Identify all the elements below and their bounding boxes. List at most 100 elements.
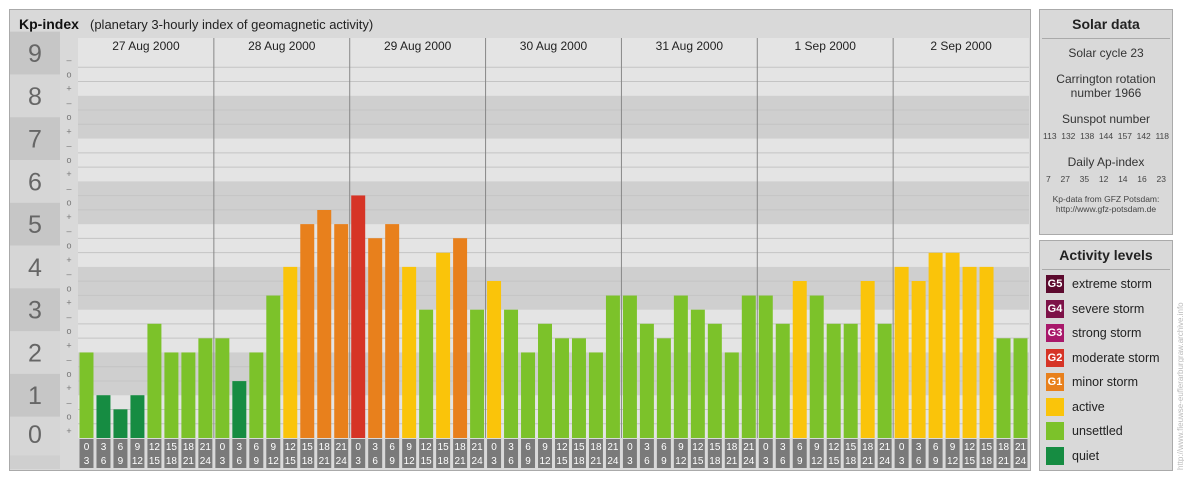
kp-bar bbox=[571, 338, 586, 438]
day-header bbox=[78, 38, 1029, 53]
legend-label: minor storm bbox=[1072, 375, 1138, 389]
y-sub-tick: + bbox=[66, 426, 71, 436]
legend-label: extreme storm bbox=[1072, 277, 1152, 291]
day-label: 2 Sep 2000 bbox=[930, 39, 992, 53]
hour-end-label: 15 bbox=[556, 456, 568, 467]
y-tick-label: 9 bbox=[28, 40, 42, 68]
hour-end-label: 21 bbox=[183, 456, 195, 467]
activity-levels-panel: Activity levels G5 extreme storm G4 severe … bbox=[1039, 240, 1173, 471]
hour-start-label: 15 bbox=[166, 442, 178, 453]
kp-bar bbox=[724, 352, 739, 438]
hour-start-label: 12 bbox=[828, 442, 840, 453]
hour-start-label: 9 bbox=[542, 442, 548, 453]
hour-end-label: 24 bbox=[336, 456, 348, 467]
y-sub-tick: + bbox=[66, 169, 71, 179]
hour-cell bbox=[232, 439, 247, 468]
hour-end-label: 3 bbox=[491, 456, 497, 467]
hour-end-label: 21 bbox=[862, 456, 874, 467]
kp-bar bbox=[487, 281, 502, 438]
hour-end-label: 3 bbox=[355, 456, 361, 467]
hour-start-label: 3 bbox=[237, 442, 243, 453]
hour-cell bbox=[130, 439, 145, 468]
hour-start-label: 12 bbox=[285, 442, 297, 453]
hour-start-label: 6 bbox=[254, 442, 260, 453]
y-sub-tick: + bbox=[66, 340, 71, 350]
kp-bar bbox=[164, 352, 179, 438]
y-tick-label: 8 bbox=[28, 83, 42, 111]
hour-start-label: 6 bbox=[797, 442, 803, 453]
kp-bar bbox=[317, 209, 332, 438]
hour-end-label: 3 bbox=[899, 456, 905, 467]
y-tick-label: 3 bbox=[28, 297, 42, 325]
hour-end-label: 12 bbox=[539, 456, 551, 467]
legend-swatch: G4 bbox=[1046, 299, 1064, 318]
hour-end-label: 12 bbox=[675, 456, 687, 467]
hour-end-label: 15 bbox=[692, 456, 704, 467]
kp-bar bbox=[707, 323, 722, 438]
hour-cell bbox=[538, 439, 552, 468]
hour-end-label: 24 bbox=[200, 456, 212, 467]
hour-end-label: 12 bbox=[811, 456, 823, 467]
y-sub-tick: – bbox=[66, 141, 71, 151]
hour-cell bbox=[571, 439, 586, 468]
ap-value: 16 bbox=[1137, 174, 1147, 184]
hour-cell bbox=[470, 439, 485, 468]
hour-start-label: 18 bbox=[590, 442, 602, 453]
hour-start-label: 18 bbox=[455, 442, 467, 453]
legend-label: unsettled bbox=[1072, 424, 1123, 438]
kp-bar bbox=[385, 224, 400, 438]
y-tick-band bbox=[10, 159, 60, 203]
hour-cell bbox=[673, 439, 688, 468]
hour-end-label: 9 bbox=[118, 456, 124, 467]
hour-cell bbox=[436, 439, 451, 468]
hour-end-label: 15 bbox=[964, 456, 976, 467]
hour-end-label: 24 bbox=[472, 456, 484, 467]
hour-cell bbox=[385, 439, 400, 468]
hour-end-label: 21 bbox=[998, 456, 1010, 467]
kp-bar bbox=[113, 409, 128, 438]
hour-start-label: 18 bbox=[998, 442, 1010, 453]
watermark-url: http://www.fieuwse-euflerarburgraw.archi… bbox=[1176, 302, 1184, 470]
hour-cell bbox=[79, 439, 94, 468]
hour-start-label: 6 bbox=[661, 442, 667, 453]
hour-cell bbox=[690, 439, 705, 468]
legend-swatch: G1 bbox=[1046, 373, 1064, 391]
hour-end-label: 15 bbox=[828, 456, 840, 467]
hour-cell bbox=[351, 439, 366, 468]
hour-cell bbox=[1013, 439, 1028, 468]
kp-bar bbox=[945, 252, 960, 438]
hour-cell bbox=[605, 439, 620, 468]
hour-cell bbox=[741, 439, 756, 468]
solar-cycle: Solar cycle 23 bbox=[1068, 46, 1144, 60]
hour-start-label: 9 bbox=[135, 442, 141, 453]
hour-end-label: 24 bbox=[743, 456, 755, 467]
sunspot-value: 132 bbox=[1061, 131, 1076, 141]
hour-cell bbox=[181, 439, 196, 468]
hour-cell bbox=[147, 439, 162, 468]
y-tick-label: 6 bbox=[28, 168, 42, 196]
hour-start-label: 15 bbox=[573, 442, 585, 453]
y-sub-tick: + bbox=[66, 126, 71, 136]
ap-value: 27 bbox=[1060, 174, 1070, 184]
hour-start-label: 15 bbox=[981, 442, 993, 453]
hour-end-label: 18 bbox=[166, 456, 178, 467]
source-link[interactable]: http://www.gfz-potsdam.de bbox=[1055, 204, 1157, 214]
source-line-1: Kp-data from GFZ Potsdam: bbox=[1052, 194, 1160, 204]
ap-value: 12 bbox=[1098, 174, 1109, 184]
sunspot-title: Sunspot number bbox=[1061, 112, 1151, 126]
sunspot-value: 138 bbox=[1080, 131, 1095, 141]
kp-bar bbox=[334, 224, 349, 438]
hour-start-label: 0 bbox=[491, 442, 497, 453]
hour-cell bbox=[96, 439, 111, 468]
hour-start-label: 15 bbox=[302, 442, 314, 453]
hour-start-label: 3 bbox=[644, 442, 650, 453]
hour-cell bbox=[402, 439, 417, 468]
legend-swatch: G2 bbox=[1046, 348, 1064, 367]
hour-start-label: 0 bbox=[627, 442, 633, 453]
kp-bar bbox=[741, 295, 756, 438]
hour-cell bbox=[300, 439, 315, 468]
y-tick-band bbox=[10, 74, 60, 118]
hour-end-label: 18 bbox=[709, 456, 721, 467]
kp-bar bbox=[453, 238, 468, 438]
legend-label: quiet bbox=[1072, 448, 1100, 463]
